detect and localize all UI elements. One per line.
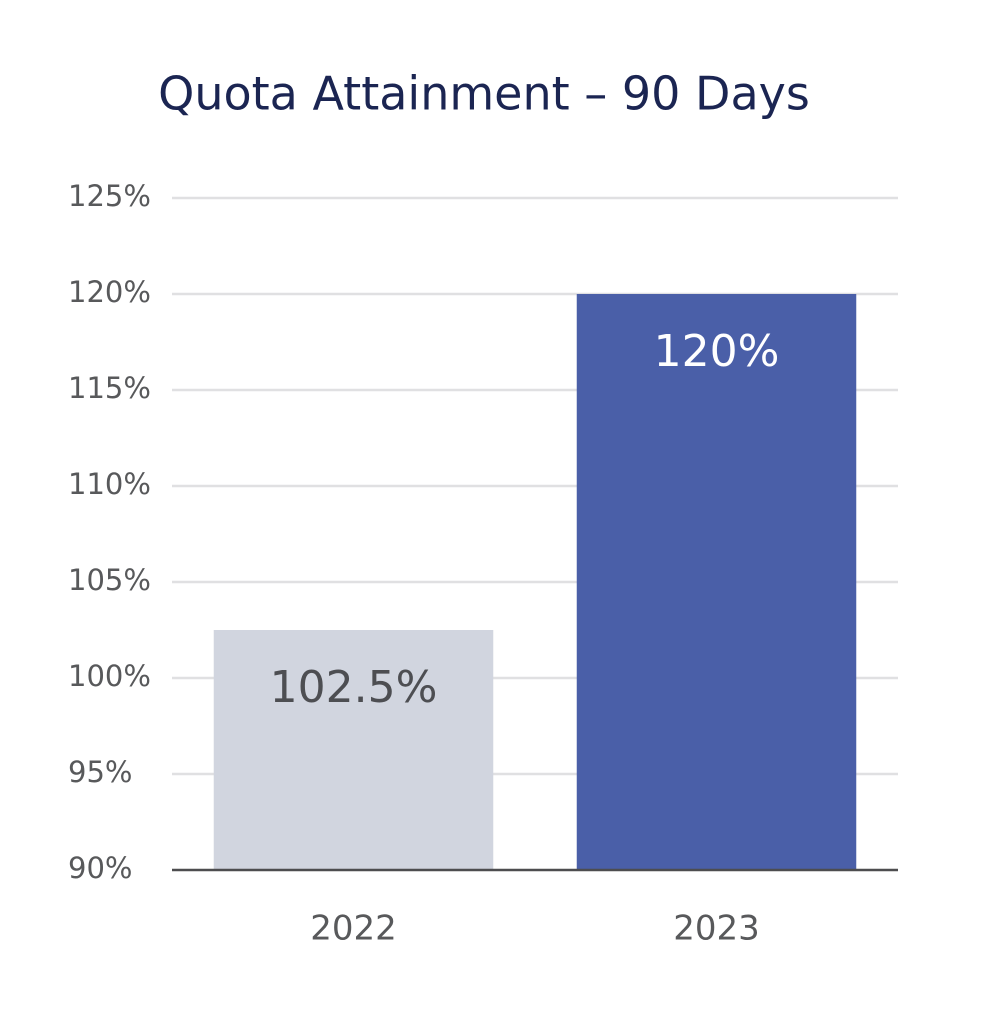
value-label: 120% (654, 326, 780, 377)
chart-title: Quota Attainment – 90 Days (158, 67, 810, 121)
bar (213, 630, 494, 870)
x-tick-label: 2022 (310, 909, 397, 949)
y-tick-label: 110% (68, 467, 151, 501)
bar (576, 294, 857, 870)
y-tick-label: 90% (68, 851, 132, 885)
y-tick-label: 100% (68, 659, 151, 693)
y-tick-label: 105% (68, 563, 151, 597)
y-tick-label: 120% (68, 275, 151, 309)
x-tick-label: 2023 (673, 909, 760, 949)
value-label: 102.5% (270, 662, 438, 713)
y-tick-label: 115% (68, 371, 151, 405)
y-tick-label: 95% (68, 755, 132, 789)
y-tick-label: 125% (68, 179, 151, 213)
